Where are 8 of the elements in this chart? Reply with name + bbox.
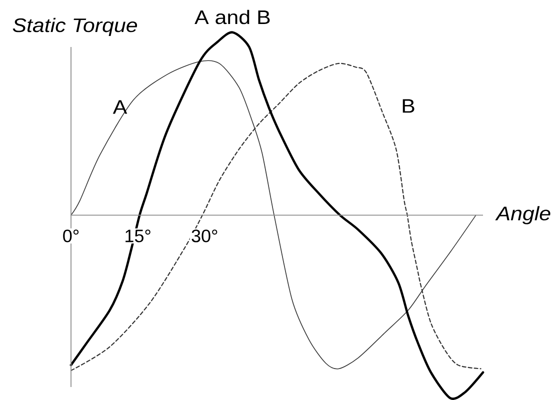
series-label: A [112, 100, 128, 114]
series-label: B [402, 99, 414, 113]
x-axis-title: Angle [495, 206, 550, 224]
series-label: A and B [194, 10, 270, 24]
x-tick-label: 30° [192, 230, 218, 242]
x-tick-label: 0° [63, 230, 79, 242]
x-tick-label: 15° [126, 230, 150, 242]
y-axis-title: Static Torque [12, 18, 138, 36]
